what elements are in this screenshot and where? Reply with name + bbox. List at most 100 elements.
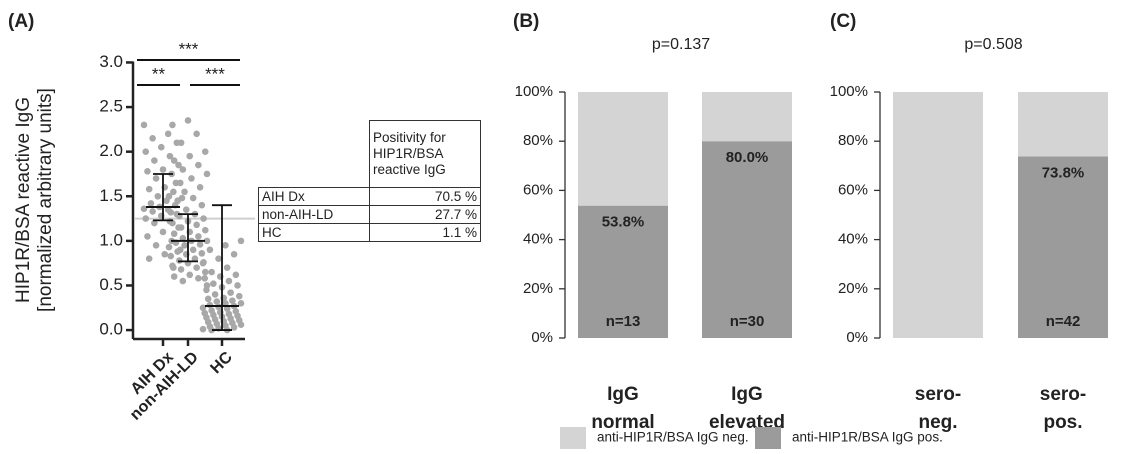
y-tick-label: 60% xyxy=(838,181,868,198)
bar-segment xyxy=(702,92,792,142)
data-point xyxy=(189,194,197,202)
data-point xyxy=(237,300,245,307)
data-point xyxy=(189,246,197,254)
data-point xyxy=(198,250,206,257)
data-point xyxy=(211,291,219,298)
panel-label: (A) xyxy=(8,11,34,32)
y-tick-label: 80% xyxy=(523,132,553,149)
data-point xyxy=(175,161,182,169)
data-point xyxy=(147,200,155,207)
y-tick-label: 0% xyxy=(531,329,553,346)
x-tick-label: sero-pos. xyxy=(1040,384,1086,433)
positivity-table: Positivity for HIP1R/BSA reactive IgG AI… xyxy=(258,120,481,242)
y-tick-label: 0.0 xyxy=(99,320,123,339)
table-row: HC 1.1 % xyxy=(258,223,481,242)
legend-swatch xyxy=(755,427,781,449)
x-tick-label-line: sero- xyxy=(915,384,961,405)
data-point xyxy=(195,161,202,169)
data-point xyxy=(149,134,156,142)
chart-title: p=0.508 xyxy=(964,36,1022,53)
table-cell: 27.7 % xyxy=(369,205,481,224)
y-tick-label: 40% xyxy=(838,231,868,248)
data-point xyxy=(179,234,187,242)
data-point xyxy=(159,228,167,236)
data-point xyxy=(210,280,217,287)
data-point xyxy=(223,264,231,271)
data-point xyxy=(193,221,200,229)
data-point xyxy=(172,179,180,187)
data-point xyxy=(145,185,153,193)
table-corner xyxy=(259,121,370,188)
y-tick-label: 0% xyxy=(846,329,868,346)
y-tick-label: 80% xyxy=(838,132,868,149)
data-point xyxy=(170,157,178,164)
y-tick-label: 1.5 xyxy=(99,186,123,205)
data-point xyxy=(213,298,221,305)
data-point xyxy=(152,242,160,249)
data-point xyxy=(142,148,150,155)
x-tick-label-line: IgG xyxy=(607,384,639,405)
legend-swatch xyxy=(560,427,586,449)
data-point xyxy=(225,277,233,285)
data-point xyxy=(208,268,215,276)
value-label: 80.0% xyxy=(726,149,769,166)
data-point xyxy=(206,246,214,254)
table-cell: 1.1 % xyxy=(369,223,481,242)
y-tick-label: 20% xyxy=(838,280,868,297)
data-point xyxy=(200,215,207,222)
data-point xyxy=(184,117,192,124)
data-point xyxy=(203,286,210,294)
y-axis-label: HIP1R/BSA reactive IgG xyxy=(13,97,34,303)
data-point xyxy=(140,121,148,129)
data-point xyxy=(174,248,181,255)
data-point xyxy=(222,300,229,307)
data-point xyxy=(215,255,222,263)
chart-title: p=0.137 xyxy=(652,36,710,53)
data-point xyxy=(165,243,173,251)
bar-segment xyxy=(893,92,983,338)
table-row: non-AIH-LD 27.7 % xyxy=(258,205,481,224)
x-tick-label-line: pos. xyxy=(1043,412,1082,433)
data-point xyxy=(203,237,211,245)
data-point xyxy=(181,188,188,196)
value-label: 53.8% xyxy=(602,214,645,231)
data-point xyxy=(195,275,202,282)
data-point xyxy=(179,277,187,285)
data-point xyxy=(223,305,231,312)
x-tick-label-line: normal xyxy=(591,412,654,433)
data-point xyxy=(179,166,187,173)
table-header: Positivity for HIP1R/BSA reactive IgG xyxy=(369,120,481,188)
data-point xyxy=(193,130,200,138)
legend-label: anti-HIP1R/BSA IgG neg. xyxy=(597,430,749,445)
x-tick-label-line: sero- xyxy=(1040,384,1086,405)
data-point xyxy=(196,184,204,191)
data-point xyxy=(170,273,178,280)
data-point xyxy=(222,242,229,249)
data-point xyxy=(142,215,150,222)
y-tick-label: 2.0 xyxy=(99,141,123,160)
data-point xyxy=(144,167,151,175)
data-point xyxy=(154,192,162,200)
y-tick-label: 2.5 xyxy=(99,97,123,116)
data-point xyxy=(198,201,206,209)
data-point xyxy=(237,237,245,245)
data-point xyxy=(230,324,238,331)
table-row: AIH Dx 70.5 % xyxy=(258,187,481,206)
data-point xyxy=(227,289,234,296)
y-tick-label: 20% xyxy=(523,280,553,297)
y-tick-label: 1.0 xyxy=(99,230,123,249)
bar-segment xyxy=(702,141,792,338)
data-point xyxy=(201,275,209,282)
y-axis-label: [normalized arbitrary units] xyxy=(35,88,56,312)
table-cell: 70.5 % xyxy=(369,187,481,206)
table-cell: AIH Dx xyxy=(258,187,370,206)
y-tick-label: 60% xyxy=(523,181,553,198)
data-point xyxy=(204,295,212,303)
significance-label: *** xyxy=(205,64,225,83)
data-point xyxy=(195,233,202,240)
data-point xyxy=(166,152,174,160)
n-label: n=13 xyxy=(606,313,641,330)
data-point xyxy=(169,121,176,129)
y-tick-label: 40% xyxy=(523,231,553,248)
